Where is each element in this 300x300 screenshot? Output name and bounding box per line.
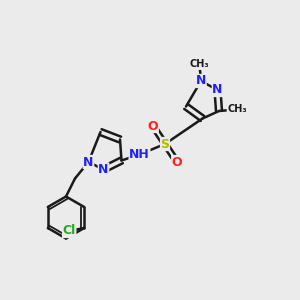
Text: O: O — [172, 155, 182, 169]
Text: N: N — [196, 74, 206, 88]
Text: Cl: Cl — [63, 224, 76, 238]
Text: N: N — [212, 83, 223, 97]
Text: N: N — [83, 155, 94, 169]
Text: N: N — [98, 163, 109, 176]
Text: NH: NH — [129, 148, 150, 161]
Text: S: S — [160, 137, 169, 151]
Text: CH₃: CH₃ — [190, 59, 209, 70]
Text: CH₃: CH₃ — [227, 104, 247, 115]
Text: O: O — [148, 119, 158, 133]
